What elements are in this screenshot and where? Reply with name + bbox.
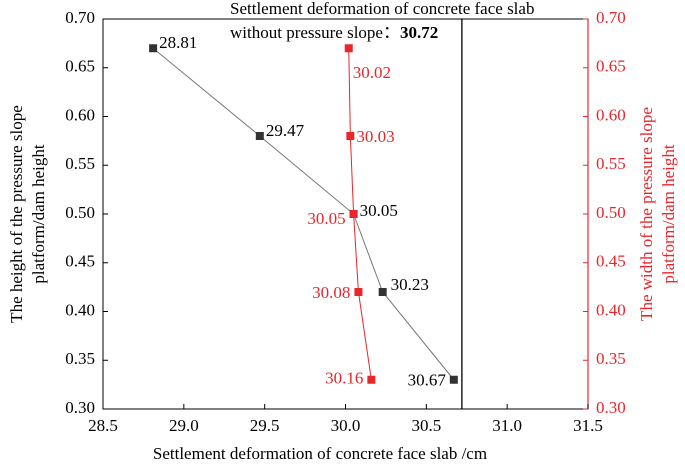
point-label: 28.81	[159, 33, 197, 52]
point	[367, 375, 376, 384]
point	[255, 132, 264, 140]
y-tick-label: 0.70	[65, 8, 95, 27]
y2-tick-label: 0.65	[596, 57, 626, 76]
point-label: 30.03	[356, 127, 394, 146]
y2-tick-label: 0.40	[596, 300, 626, 319]
y-tick-label: 0.35	[65, 349, 95, 368]
y-tick-label: 0.50	[65, 203, 95, 222]
y2-tick-label: 0.70	[596, 8, 626, 27]
point-label: 30.23	[391, 275, 429, 294]
y-axis-title: platform/dam height	[29, 144, 48, 284]
y2-tick-label: 0.30	[596, 398, 626, 417]
point-label: 30.67	[408, 371, 447, 390]
x-axis-title: Settlement deformation of concrete face …	[153, 444, 487, 463]
x-tick-label: 31.0	[492, 416, 522, 435]
annotation: without pressure slope：30.72	[230, 23, 438, 42]
y-tick-label: 0.55	[65, 154, 95, 173]
point	[149, 44, 158, 53]
y2-tick-label: 0.55	[596, 154, 626, 173]
point-label: 30.08	[312, 283, 350, 302]
y2-tick-label: 0.45	[596, 252, 626, 271]
point-label: 29.47	[266, 121, 305, 140]
x-tick-label: 30.5	[411, 416, 441, 435]
series-line	[152, 47, 455, 381]
x-tick-label: 28.5	[88, 416, 118, 435]
y-tick-label: 0.65	[65, 57, 95, 76]
y2-tick-label: 0.60	[596, 105, 626, 124]
point-label: 30.05	[360, 201, 398, 220]
y-tick-label: 0.60	[65, 105, 95, 124]
y-tick-label: 0.45	[65, 252, 95, 271]
y2-axis-title: The width of the pressure slope	[637, 107, 656, 321]
point	[344, 44, 353, 53]
point	[349, 210, 358, 218]
annotation-text: without pressure slope：	[230, 23, 400, 42]
point	[354, 288, 363, 296]
point-label: 30.16	[325, 369, 363, 388]
point	[378, 288, 387, 296]
point	[449, 375, 458, 384]
point-label: 30.05	[307, 209, 345, 228]
y2-tick-label: 0.35	[596, 349, 626, 368]
y-tick-label: 0.40	[65, 300, 95, 319]
x-tick-label: 30.0	[331, 416, 361, 435]
x-tick-label: 31.5	[573, 416, 603, 435]
y-axis-title: The height of the pressure slope	[7, 105, 26, 323]
point	[346, 132, 355, 140]
y2-axis-title: platform/dam height	[659, 144, 678, 284]
annotation-value: 30.72	[400, 23, 438, 42]
y-tick-label: 0.30	[65, 398, 95, 417]
annotation: Settlement deformation of concrete face …	[230, 0, 534, 18]
y2-tick-label: 0.50	[596, 203, 626, 222]
x-tick-label: 29.5	[250, 416, 280, 435]
point-label: 30.02	[353, 63, 391, 82]
x-tick-label: 29.0	[169, 416, 199, 435]
